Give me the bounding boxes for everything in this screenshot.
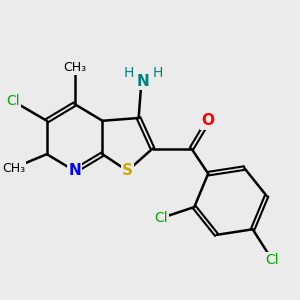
Text: Cl: Cl	[7, 94, 20, 108]
Text: CH₃: CH₃	[2, 162, 25, 175]
Text: Cl: Cl	[266, 253, 279, 267]
Text: O: O	[202, 113, 215, 128]
Text: N: N	[68, 164, 81, 178]
Text: CH₃: CH₃	[63, 61, 86, 74]
Text: S: S	[122, 164, 133, 178]
Text: H: H	[124, 67, 134, 80]
Text: H: H	[153, 67, 163, 80]
Text: Cl: Cl	[154, 211, 168, 225]
Text: N: N	[136, 74, 149, 89]
